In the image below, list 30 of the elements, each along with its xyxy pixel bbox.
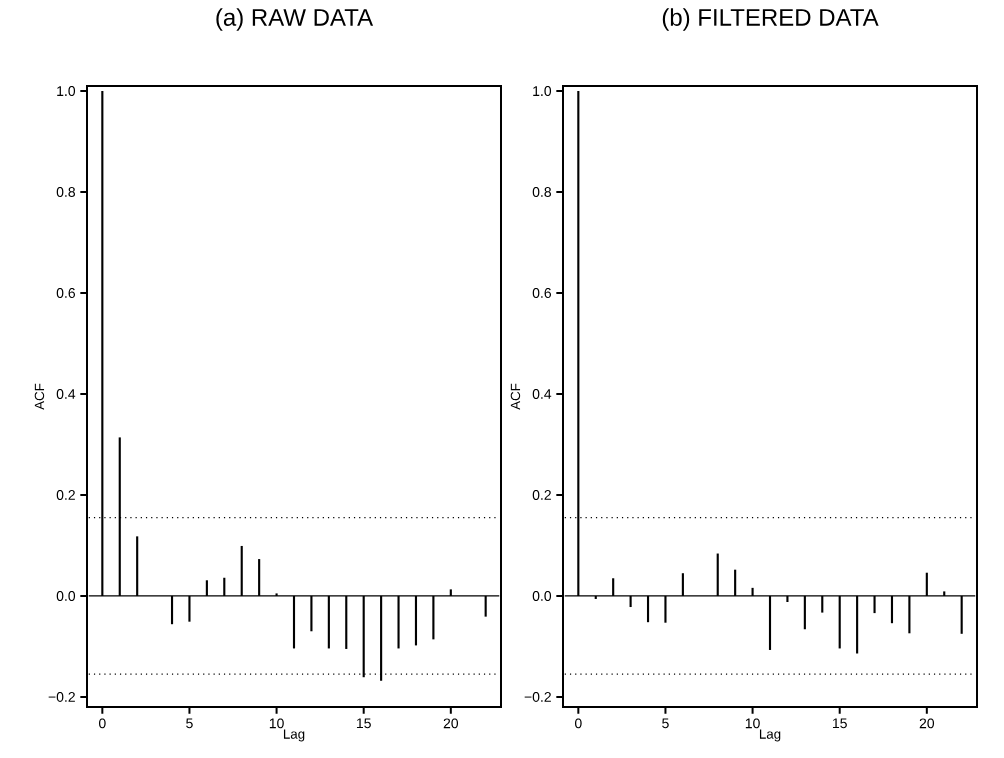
chart-title: (b) FILTERED DATA [662,8,879,31]
x-tick-label: 5 [662,718,669,729]
y-tick-label: 0.0 [56,590,76,601]
chart-title: (a) RAW DATA [216,8,374,31]
x-tick-label: 20 [919,718,935,729]
y-axis-title: ACF [510,383,521,410]
y-tick-label: 0.8 [56,187,76,197]
x-tick-label: 5 [186,718,193,729]
x-tick-label: 10 [745,718,760,729]
y-tick-label: 1.0 [533,86,552,97]
y-tick-label: 0.0 [532,590,552,601]
x-tick-label: 0 [574,718,582,729]
y-tick-label: 0.4 [56,389,76,399]
x-tick-label: 10 [269,718,284,729]
x-tick-label: 0 [98,718,106,729]
y-tick-label: −0.2 [524,691,551,702]
y-tick-label: 0.2 [56,490,75,500]
x-axis-title: Lag [759,729,781,742]
x-axis-title: Lag [283,729,305,742]
y-tick-label: 1.0 [57,86,76,97]
y-tick-label: 0.6 [56,288,76,298]
y-tick-label: 0.2 [532,490,551,500]
y-tick-label: 0.8 [532,187,552,197]
y-tick-label: 0.6 [532,288,552,298]
y-tick-label: 0.4 [532,389,552,399]
x-tick-label: 15 [832,718,847,729]
y-axis-title: ACF [34,383,45,410]
y-tick-label: −0.2 [48,691,75,702]
x-tick-label: 15 [356,718,371,729]
x-tick-label: 20 [443,718,459,729]
